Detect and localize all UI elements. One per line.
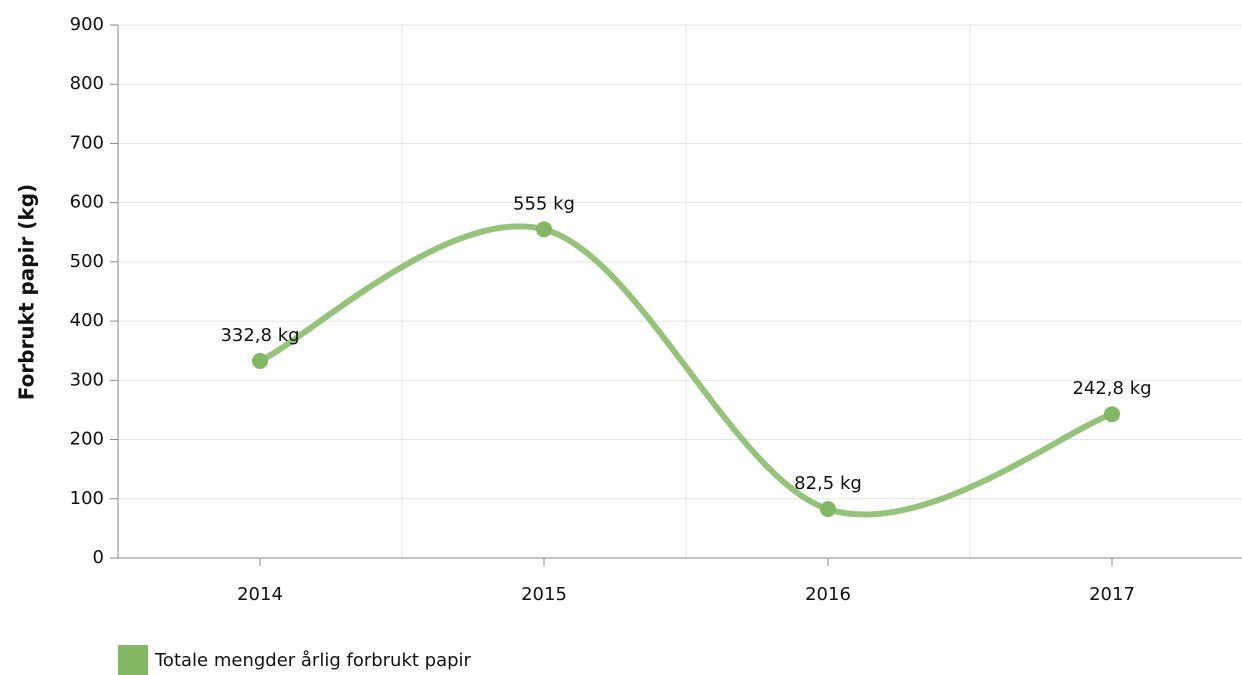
point xyxy=(820,501,836,518)
y-tick-label: 500 xyxy=(70,251,104,272)
legend-swatch xyxy=(118,645,148,675)
data-label: 332,8 kg xyxy=(220,325,299,346)
y-tick-label: 600 xyxy=(70,192,104,213)
y-axis-label: Forbrukt papir (kg) xyxy=(15,184,39,400)
y-tick-label: 900 xyxy=(70,14,104,35)
y-tick-label: 400 xyxy=(70,310,104,331)
y-tick-label: 800 xyxy=(70,73,104,94)
x-tick-label: 2015 xyxy=(521,584,567,605)
y-tick-label: 200 xyxy=(70,429,104,450)
point xyxy=(536,221,552,238)
y-tick-label: 0 xyxy=(93,547,104,568)
x-tick-label: 2016 xyxy=(805,584,851,605)
x-tick-label: 2017 xyxy=(1089,584,1135,605)
x-tick-label: 2014 xyxy=(237,584,283,605)
series-line xyxy=(257,223,1115,518)
point xyxy=(252,352,268,369)
data-label: 82,5 kg xyxy=(794,473,862,494)
point xyxy=(1104,406,1120,423)
y-tick-label: 700 xyxy=(70,132,104,153)
y-tick-label: 100 xyxy=(70,488,104,509)
data-label: 242,8 kg xyxy=(1072,378,1151,399)
y-tick-label: 300 xyxy=(70,369,104,390)
legend-label: Totale mengder årlig forbrukt papir xyxy=(154,650,472,671)
data-label: 555 kg xyxy=(513,193,575,214)
